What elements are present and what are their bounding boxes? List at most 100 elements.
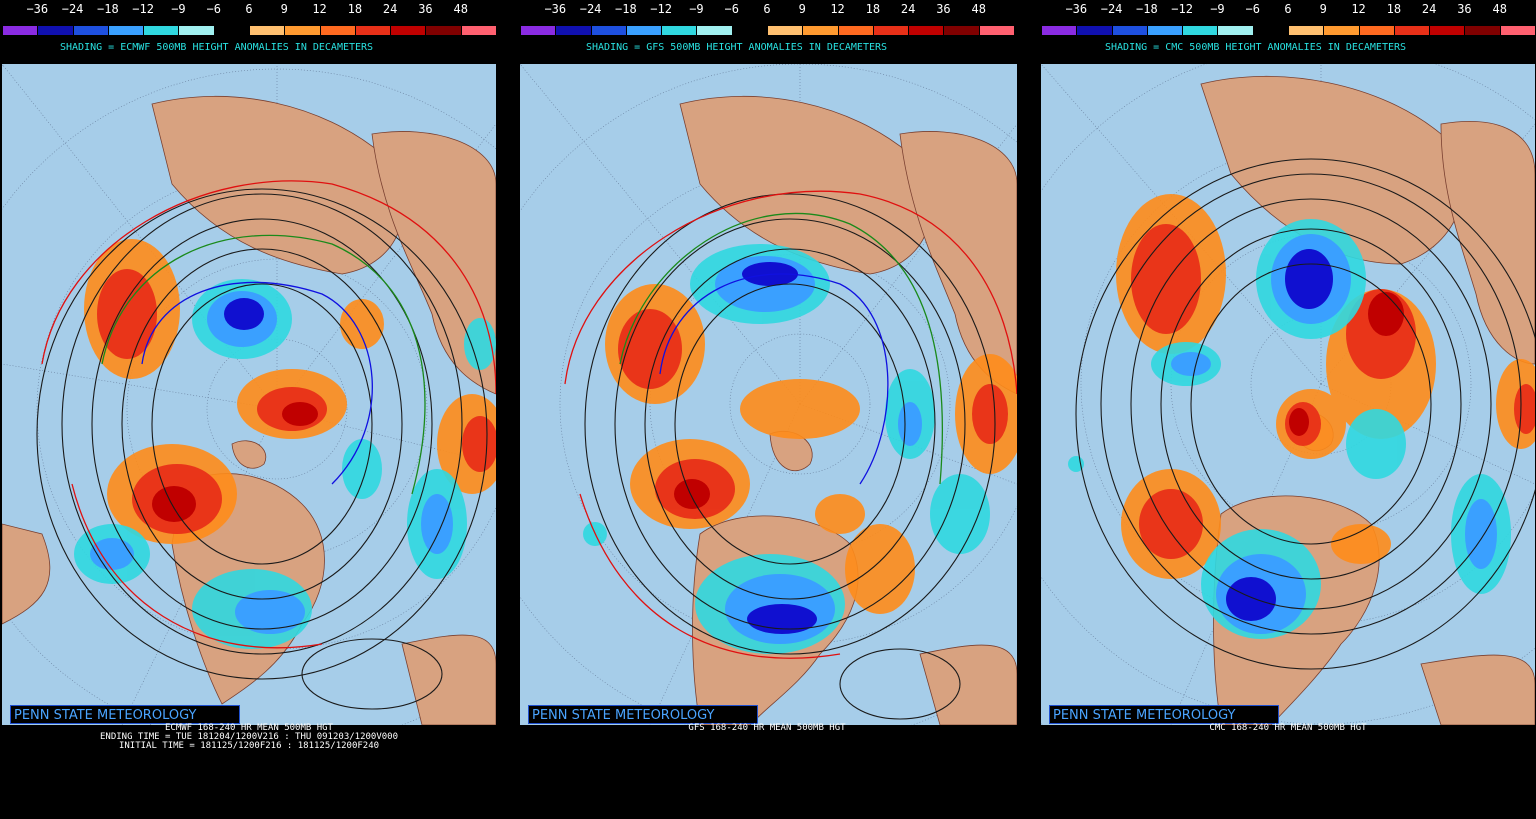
legend-color-swatch <box>355 26 392 35</box>
legend-color-swatch <box>1183 26 1219 35</box>
legend-tick-label: −12 <box>1171 2 1193 16</box>
legend-tick-label: 48 <box>1492 2 1507 16</box>
legend-color-swatch <box>1430 26 1466 35</box>
legend-color-swatch <box>1324 26 1360 35</box>
legend-color-swatch <box>838 26 874 35</box>
legend-tick-label: 24 <box>1421 2 1437 16</box>
ecmwf-map <box>2 64 496 725</box>
legend-ticks: −36 −24 −18 −12 −9 −6 6 9 12 18 24 36 48 <box>1041 0 1535 18</box>
legend-color-swatch <box>873 26 910 35</box>
panel-cmc: −36 −24 −18 −12 −9 −6 6 9 12 18 24 36 48 SHADING = C… <box>1041 0 1536 819</box>
legend-tick-label: 24 <box>900 2 916 16</box>
legend-colorbar <box>1041 25 1536 36</box>
legend-color-swatch <box>1112 26 1148 35</box>
map-caption: CMC 168-240 HR MEAN 500MB HGT <box>1209 723 1367 733</box>
legend-tick-label: 48 <box>453 2 468 16</box>
legend-color-swatch <box>767 26 804 35</box>
legend-color-swatch <box>1147 26 1184 35</box>
shading-title: SHADING = CMC 500MB HEIGHT ANOMALIES IN … <box>1105 42 1407 53</box>
legend-color-swatch <box>1288 26 1325 35</box>
legend-color-swatch <box>179 26 215 35</box>
legend-tick-label: 12 <box>830 2 845 16</box>
legend-ticks: −36 −24 −18 −12 −9 −6 6 9 12 18 24 36 48 <box>2 0 496 18</box>
legend-colorbar <box>2 25 498 36</box>
branding-label: PENN STATE METEOROLOGY <box>10 705 240 724</box>
branding-label: PENN STATE METEOROLOGY <box>528 705 758 724</box>
legend-color-swatch <box>626 26 663 35</box>
legend-tick-label: −9 <box>171 2 186 16</box>
shading-title: SHADING = ECMWF 500MB HEIGHT ANOMALIES I… <box>60 42 374 53</box>
legend-color-swatch <box>108 26 145 35</box>
legend-tick-label: −18 <box>615 2 637 16</box>
legend-color-swatch <box>732 26 768 35</box>
legend-color-swatch <box>556 26 592 35</box>
legend-color-swatch <box>521 26 557 35</box>
legend-color-swatch <box>249 26 286 35</box>
legend-tick-label: −6 <box>1245 2 1260 16</box>
legend-tick-label: −36 <box>1065 2 1088 16</box>
legend-color-swatch <box>979 26 1015 35</box>
legend-color-swatch <box>1042 26 1078 35</box>
legend-tick-label: 18 <box>347 2 363 16</box>
legend-tick-label: −9 <box>689 2 704 16</box>
legend-tick-label: −6 <box>724 2 739 16</box>
legend-color-swatch <box>591 26 627 35</box>
panel-gfs: −36 −24 −18 −12 −9 −6 6 9 12 18 24 36 48 SHADING = G… <box>520 0 1017 819</box>
legend-tick-label: 18 <box>1386 2 1402 16</box>
legend-tick-label: 24 <box>382 2 398 16</box>
legend-tick-label: −12 <box>650 2 672 16</box>
legend-tick-label: 6 <box>1284 2 1292 16</box>
legend-color-swatch <box>461 26 497 35</box>
legend-color-swatch <box>1359 26 1395 35</box>
legend-tick-label: 9 <box>798 2 806 16</box>
legend-tick-label: −18 <box>1136 2 1158 16</box>
legend-color-swatch <box>320 26 356 35</box>
legend-tick-label: 12 <box>1351 2 1366 16</box>
legend-tick-label: 36 <box>418 2 433 16</box>
branding-label: PENN STATE METEOROLOGY <box>1049 705 1279 724</box>
legend-tick-label: −24 <box>61 2 84 16</box>
legend-color-swatch <box>3 26 39 35</box>
legend-tick-label: −9 <box>1210 2 1225 16</box>
legend-color-swatch <box>1077 26 1113 35</box>
legend-tick-label: 12 <box>312 2 327 16</box>
legend-tick-label: −24 <box>579 2 602 16</box>
legend-color-swatch <box>426 26 462 35</box>
cmc-map <box>1041 64 1535 725</box>
legend-color-swatch <box>1500 26 1536 35</box>
legend-tick-label: 48 <box>971 2 986 16</box>
legend-color-swatch <box>144 26 180 35</box>
legend-color-swatch <box>803 26 839 35</box>
legend-tick-label: −12 <box>132 2 154 16</box>
legend-color-swatch <box>73 26 109 35</box>
legend-tick-label: −24 <box>1100 2 1123 16</box>
legend-color-swatch <box>214 26 250 35</box>
legend-tick-label: 6 <box>763 2 771 16</box>
legend-color-swatch <box>1218 26 1254 35</box>
legend-color-swatch <box>391 26 427 35</box>
legend-color-swatch <box>285 26 321 35</box>
legend-tick-label: −36 <box>544 2 567 16</box>
panel-ecmwf: −36 −24 −18 −12 −9 −6 6 9 12 18 24 36 48 SHADING = E… <box>2 0 498 819</box>
legend-tick-label: −6 <box>206 2 221 16</box>
legend-tick-label: 18 <box>865 2 881 16</box>
legend-color-swatch <box>38 26 74 35</box>
legend-tick-label: 36 <box>1457 2 1472 16</box>
legend-ticks: −36 −24 −18 −12 −9 −6 6 9 12 18 24 36 48 <box>520 0 1014 18</box>
legend-color-swatch <box>1465 26 1501 35</box>
legend-tick-label: 6 <box>245 2 253 16</box>
legend-tick-label: −18 <box>97 2 119 16</box>
legend-color-swatch <box>944 26 980 35</box>
gfs-map <box>520 64 1017 725</box>
legend-color-swatch <box>662 26 698 35</box>
legend-tick-label: 9 <box>1319 2 1327 16</box>
legend-color-swatch <box>1253 26 1289 35</box>
legend-color-swatch <box>697 26 733 35</box>
legend-colorbar <box>520 25 1016 36</box>
shading-title: SHADING = GFS 500MB HEIGHT ANOMALIES IN … <box>586 42 888 53</box>
map-caption: GFS 168-240 HR MEAN 500MB HGT <box>688 723 846 733</box>
map-caption: ECMWF 168-240 HR MEAN 500MB HGT ENDING T… <box>99 723 398 751</box>
legend-color-swatch <box>909 26 945 35</box>
legend-tick-label: −36 <box>26 2 49 16</box>
legend-tick-label: 36 <box>936 2 951 16</box>
